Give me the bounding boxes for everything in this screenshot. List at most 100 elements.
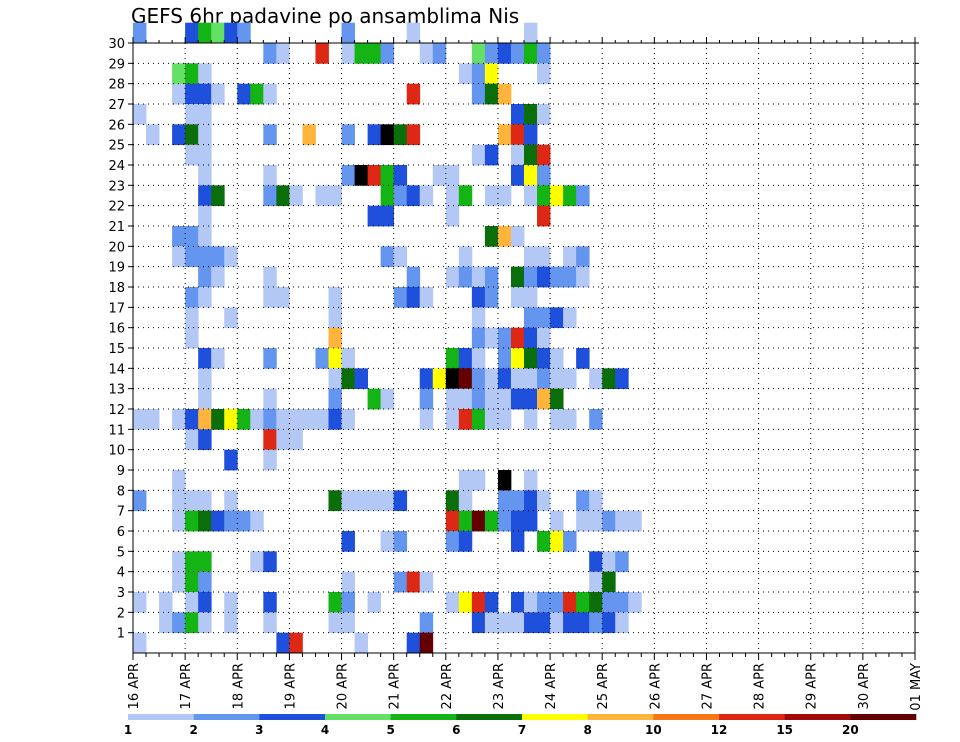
heatmap-cell <box>497 612 512 634</box>
heatmap-cell <box>185 571 199 593</box>
y-tick-label: 19 <box>108 261 125 276</box>
heatmap-cell <box>328 307 342 329</box>
heatmap-cell <box>185 490 199 512</box>
heatmap-cell <box>484 83 499 105</box>
heatmap-cell <box>484 63 499 85</box>
heatmap-cell <box>524 490 538 512</box>
heatmap-cell <box>537 307 551 329</box>
heatmap-cell <box>133 490 147 512</box>
heatmap-cell <box>537 348 551 369</box>
heatmap-cell <box>211 348 225 369</box>
heatmap-cell <box>341 368 355 390</box>
heatmap-cell <box>172 124 186 146</box>
heatmap-cell <box>341 22 355 44</box>
heatmap-cell <box>393 124 408 146</box>
heatmap-cell <box>198 205 212 227</box>
heatmap-cell <box>576 510 590 532</box>
heatmap-cell <box>380 165 395 186</box>
heatmap-cell <box>198 124 212 146</box>
heatmap-cell <box>328 388 342 410</box>
y-tick-label: 17 <box>108 301 125 316</box>
x-tick-labels: 16 APR 17 APR 18 APR 19 APR 20 APR 21 APR 22 A… <box>127 663 924 711</box>
heatmap-cell <box>458 531 473 552</box>
heatmap-cell <box>393 490 408 512</box>
heatmap-cell <box>550 307 564 329</box>
heatmap-cell <box>524 266 538 288</box>
y-tick-label: 22 <box>108 200 125 215</box>
x-tick-label: 26 APR <box>648 663 663 709</box>
heatmap-cell <box>458 470 473 491</box>
heatmap-cell <box>458 348 473 369</box>
heatmap-cell <box>445 531 460 552</box>
heatmap-cell <box>185 22 199 44</box>
heatmap-cell <box>510 612 525 634</box>
heatmap-cell <box>589 490 603 512</box>
heatmap-cell <box>432 43 447 64</box>
heatmap-cell <box>198 429 212 451</box>
heatmap-cell <box>550 531 564 552</box>
heatmap-cell <box>211 83 225 105</box>
heatmap-cell <box>185 226 199 247</box>
heatmap-cell <box>537 104 551 125</box>
heatmap-cell <box>211 22 225 44</box>
heatmap-cell <box>224 592 238 613</box>
heatmap-cell <box>276 185 290 207</box>
heatmap-cell <box>289 409 303 430</box>
heatmap-cell <box>628 510 642 532</box>
heatmap-cell <box>198 368 212 390</box>
legend-swatch <box>193 714 260 720</box>
heatmap-cell <box>263 388 277 410</box>
heatmap-cell <box>550 592 564 613</box>
heatmap-cell <box>537 531 551 552</box>
heatmap-cell <box>380 43 395 64</box>
y-tick-label: 12 <box>108 403 125 418</box>
heatmap-cell <box>471 592 486 613</box>
heatmap-cell <box>537 185 551 207</box>
heatmap-cell <box>159 612 173 634</box>
heatmap-cell <box>471 612 486 634</box>
heatmap-cell <box>576 490 590 512</box>
heatmap-cell <box>224 22 238 44</box>
legend-swatch <box>587 714 654 720</box>
heatmap-cell <box>198 83 212 105</box>
heatmap-cell <box>524 43 538 64</box>
heatmap-cell <box>497 490 512 512</box>
heatmap-cell <box>510 124 525 146</box>
legend-swatch <box>850 714 917 720</box>
heatmap-cell <box>576 185 590 207</box>
heatmap-cell <box>341 409 355 430</box>
y-tick-label: 14 <box>108 362 125 377</box>
heatmap-cell <box>445 490 460 512</box>
heatmap-cell <box>524 124 538 146</box>
heatmap-cell <box>198 510 212 532</box>
heatmap-cell <box>315 43 329 64</box>
heatmap-cell <box>419 388 434 410</box>
heatmap-cell <box>615 612 629 634</box>
heatmap-cell <box>341 43 355 64</box>
x-tick-label: 24 APR <box>544 663 559 709</box>
heatmap-cell <box>445 510 460 532</box>
heatmap-cell <box>510 348 525 369</box>
legend-label: 7 <box>518 723 526 737</box>
y-tick-label: 11 <box>108 423 125 438</box>
heatmap-cell <box>133 592 147 613</box>
heatmap-cell <box>185 551 199 573</box>
heatmap-cell <box>159 592 173 613</box>
heatmap-cell <box>341 165 355 186</box>
heatmap-cell <box>524 368 538 390</box>
heatmap-cell <box>289 185 303 207</box>
heatmap-cell <box>615 592 629 613</box>
heatmap-cell <box>211 266 225 288</box>
heatmap-cell <box>341 348 355 369</box>
heatmap-cell <box>537 368 551 390</box>
heatmap-cell <box>185 287 199 308</box>
heatmap-cell <box>432 165 447 186</box>
heatmap-cells <box>133 22 642 654</box>
x-tick-label: 27 APR <box>700 663 715 709</box>
y-tick-label: 20 <box>108 240 125 255</box>
heatmap-cell <box>198 287 212 308</box>
heatmap-cell <box>524 327 538 349</box>
heatmap-cell <box>393 571 408 593</box>
heatmap-cell <box>458 490 473 512</box>
legend-label: 15 <box>776 723 793 737</box>
